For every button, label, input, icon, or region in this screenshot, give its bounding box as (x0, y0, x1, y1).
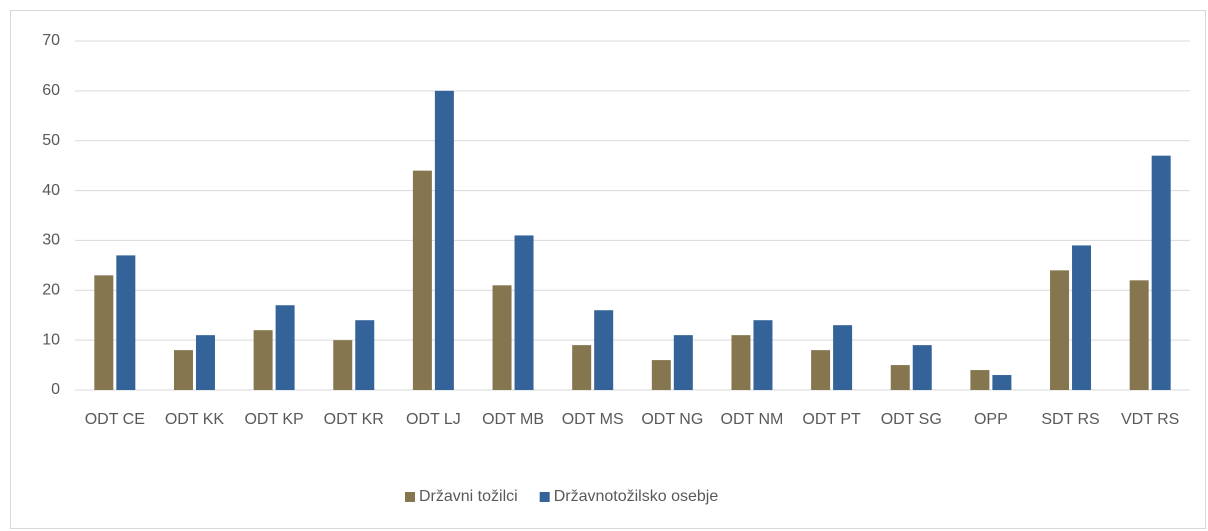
bar (173, 350, 193, 390)
bar (253, 330, 273, 390)
x-tick-label: VDT RS (1121, 411, 1179, 428)
bar (492, 285, 512, 390)
legend-swatch (405, 492, 415, 502)
x-tick-label: OPP (974, 411, 1008, 428)
bar (195, 335, 215, 390)
x-tick-label: ODT LJ (406, 411, 461, 428)
bar (333, 340, 353, 390)
x-tick-label: ODT PT (802, 411, 861, 428)
bar (651, 360, 671, 390)
y-tick-label: 40 (42, 182, 60, 199)
bar (731, 335, 751, 390)
x-tick-label: ODT KP (244, 411, 303, 428)
bar (1072, 245, 1092, 390)
bar (94, 275, 114, 390)
x-tick-label: ODT MS (562, 411, 624, 428)
y-tick-label: 20 (42, 282, 60, 299)
bar (912, 345, 932, 390)
bar (355, 320, 375, 390)
y-tick-label: 60 (42, 82, 60, 99)
y-tick-label: 0 (51, 381, 60, 398)
bar (1151, 155, 1171, 390)
bar (992, 375, 1012, 390)
bar (1050, 270, 1070, 390)
bar (673, 335, 693, 390)
bar (275, 305, 295, 390)
x-tick-label: ODT MB (482, 411, 544, 428)
x-tick-label: ODT NM (721, 411, 784, 428)
x-tick-label: ODT CE (85, 411, 145, 428)
bar (116, 255, 136, 390)
bar (890, 365, 910, 390)
bar (1129, 280, 1149, 390)
y-tick-label: 30 (42, 232, 60, 249)
y-tick-label: 10 (42, 331, 60, 348)
bar (434, 90, 454, 390)
x-tick-label: SDT RS (1041, 411, 1099, 428)
legend-label: Državnotožilsko osebje (554, 488, 719, 505)
bar (514, 235, 534, 390)
x-tick-label: ODT NG (641, 411, 703, 428)
bar (594, 310, 614, 390)
legend-label: Državni tožilci (419, 488, 518, 505)
bar (970, 370, 990, 390)
bar (572, 345, 592, 390)
bar (811, 350, 831, 390)
bar (753, 320, 773, 390)
x-tick-label: ODT KK (165, 411, 225, 428)
bar (833, 325, 853, 390)
chart-border (10, 10, 1206, 529)
bar (412, 170, 432, 390)
legend-swatch (539, 492, 550, 502)
y-tick-label: 70 (42, 32, 60, 49)
y-tick-label: 50 (42, 132, 60, 149)
x-tick-label: ODT SG (881, 411, 942, 428)
x-tick-label: ODT KR (324, 411, 384, 428)
